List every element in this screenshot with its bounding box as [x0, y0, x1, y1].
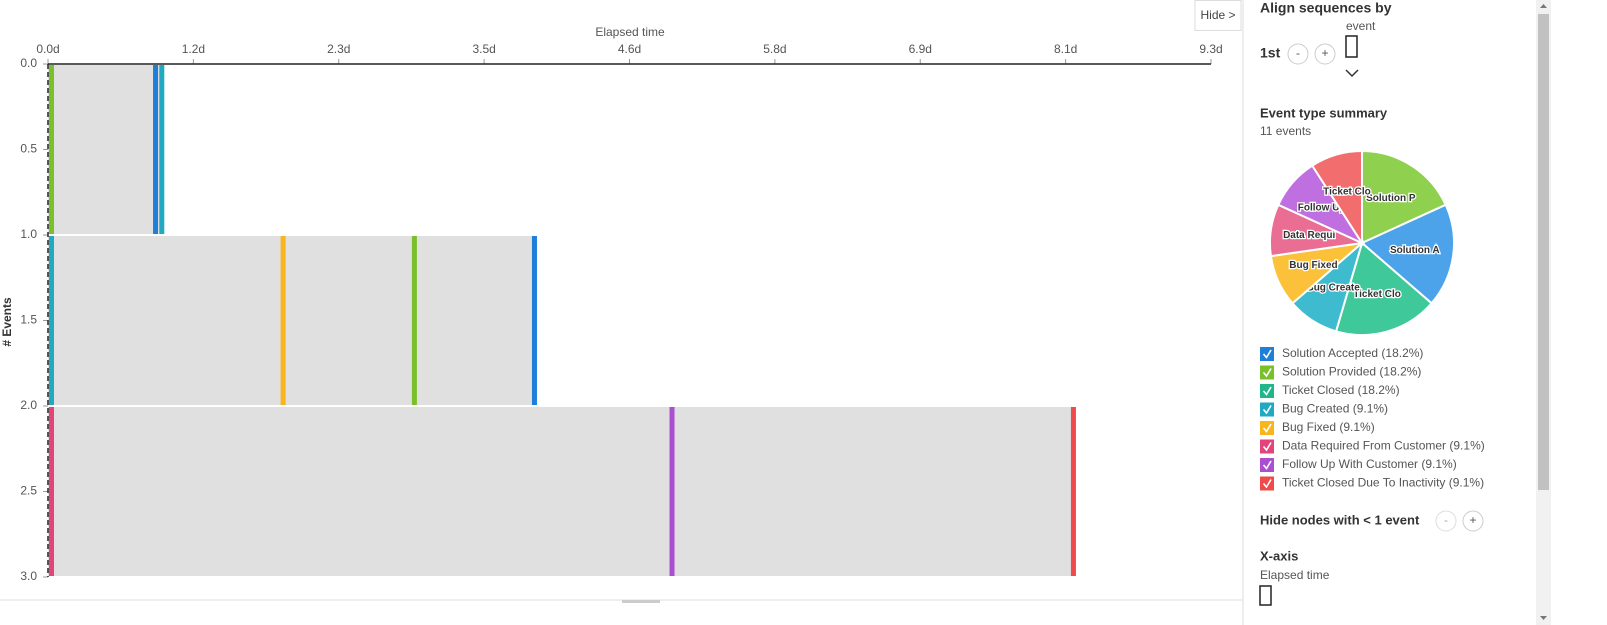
event-marker: [532, 236, 537, 405]
x-axis-setting-value: Elapsed time: [1260, 568, 1330, 582]
x-tick-label: 1.2d: [182, 42, 205, 56]
y-tick-label: 0.5: [20, 142, 37, 156]
y-tick-label: 1.5: [20, 313, 37, 327]
sequence-bar: [48, 236, 536, 405]
hide-button[interactable]: Hide >: [1195, 1, 1241, 31]
hide-nodes-label: Hide nodes with < 1 event: [1260, 512, 1420, 527]
slice-label: Data Requi: [1283, 230, 1335, 241]
legend-checkbox[interactable]: [1260, 347, 1274, 361]
y-axis-title: # Events: [0, 297, 14, 347]
y-tick-label: 1.0: [20, 227, 37, 241]
x-tick-label: 4.6d: [618, 42, 641, 56]
slice-label: Ticket Clo: [1353, 289, 1401, 300]
event-marker: [670, 407, 675, 576]
legend-checkbox[interactable]: [1260, 421, 1274, 435]
legend-label: Solution Provided (18.2%): [1282, 365, 1421, 379]
x-tick-label: 2.3d: [327, 42, 350, 56]
y-tick-label: 2.0: [20, 398, 37, 412]
x-tick-label: 6.9d: [909, 42, 932, 56]
legend-label: Ticket Closed Due To Inactivity (9.1%): [1282, 476, 1484, 490]
x-tick-label: 3.5d: [472, 42, 495, 56]
summary-title: Event type summary: [1260, 105, 1388, 120]
legend-label: Solution Accepted (18.2%): [1282, 346, 1423, 360]
pie: Solution PSolution ATicket CloBug Create…: [1270, 151, 1454, 335]
event-marker: [281, 236, 286, 405]
event-marker: [49, 65, 54, 234]
slice-label: Bug Fixed: [1289, 260, 1337, 271]
legend-label: Data Required From Customer (9.1%): [1282, 439, 1485, 453]
slice-label: Solution A: [1390, 245, 1440, 256]
slice-label: Solution P: [1366, 193, 1416, 204]
event-marker: [159, 65, 164, 234]
x-axis-setting-title: X-axis: [1260, 548, 1298, 563]
hide-plus-label[interactable]: +: [1469, 513, 1476, 527]
scrollbar-thumb[interactable]: [1538, 14, 1549, 490]
legend-checkbox[interactable]: [1260, 477, 1274, 491]
event-marker: [49, 236, 54, 405]
legend-checkbox[interactable]: [1260, 440, 1274, 454]
align-index: 1st: [1260, 45, 1281, 61]
align-mode: event: [1346, 19, 1376, 33]
slice-label: Ticket Clo: [1323, 186, 1371, 197]
event-marker: [153, 65, 158, 234]
legend-label: Bug Fixed (9.1%): [1282, 420, 1375, 434]
timeline: 0.0d 1.2d 2.3d 3.5d 4.6d 5.8d 6.9d 8.1d 9.3d 0.0 0…: [20, 42, 1222, 583]
hide-minus-label[interactable]: -: [1444, 513, 1448, 527]
legend: Solution Accepted (18.2%) Solution Provid…: [1260, 346, 1485, 490]
legend-checkbox[interactable]: [1260, 403, 1274, 417]
legend-label: Follow Up With Customer (9.1%): [1282, 457, 1457, 471]
legend-label: Bug Created (9.1%): [1282, 402, 1388, 416]
sequence-bar: [48, 65, 163, 234]
legend-checkbox[interactable]: [1260, 366, 1274, 380]
x-axis-select[interactable]: [1260, 586, 1271, 605]
legend-label: Ticket Closed (18.2%): [1282, 383, 1400, 397]
sequence-bar: [48, 407, 1073, 576]
summary-subtitle: 11 events: [1260, 124, 1311, 138]
legend-checkbox[interactable]: [1260, 384, 1274, 398]
x-tick-label: 0.0d: [36, 42, 59, 56]
y-tick-label: 0.0: [20, 56, 37, 70]
chevron[interactable]: [1346, 70, 1358, 76]
plus-label[interactable]: +: [1321, 46, 1328, 60]
resize-handle[interactable]: [622, 600, 660, 603]
align-title: Align sequences by: [1260, 0, 1392, 16]
event-marker: [1071, 407, 1076, 576]
event-marker: [412, 236, 417, 405]
minus-label[interactable]: -: [1296, 46, 1300, 60]
event-marker: [49, 407, 54, 576]
x-axis-title: Elapsed time: [595, 25, 665, 39]
y-tick-label: 2.5: [20, 484, 37, 498]
legend-checkbox[interactable]: [1260, 458, 1274, 472]
align-select[interactable]: [1346, 36, 1357, 57]
x-tick-label: 8.1d: [1054, 42, 1077, 56]
x-tick-label: 5.8d: [763, 42, 786, 56]
x-tick-label: 9.3d: [1199, 42, 1222, 56]
y-tick-label: 3.0: [20, 569, 37, 583]
hide-button-label[interactable]: Hide >: [1200, 8, 1235, 22]
